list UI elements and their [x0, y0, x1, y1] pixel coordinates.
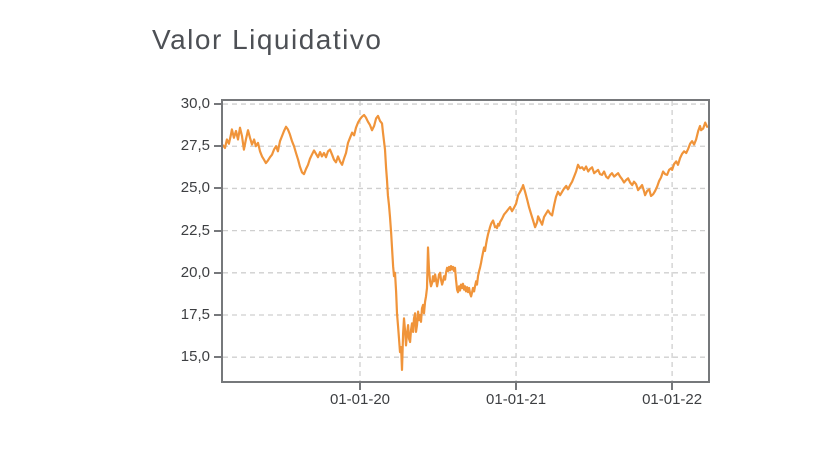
y-axis-label: 17,5 [180, 306, 210, 323]
y-axis-tick [214, 229, 221, 232]
y-axis-tick [214, 145, 221, 148]
y-axis-label: 20,0 [180, 263, 210, 281]
page-title: Valor Liquidativo [152, 24, 383, 55]
y-axis-label: 22,5 [180, 221, 210, 239]
y-axis-label: 15,0 [180, 348, 210, 366]
x-axis-tick [515, 383, 518, 390]
y-axis-label: 30,0 [180, 95, 210, 113]
x-axis-tick [671, 383, 674, 390]
x-axis-label: 01-01-22 [642, 391, 703, 408]
x-axis-label: 01-01-20 [329, 391, 391, 408]
y-axis-tick [214, 271, 221, 274]
nav-line-series [223, 101, 708, 381]
plot-area [221, 99, 710, 383]
y-axis-tick [214, 187, 221, 190]
y-axis-tick [214, 356, 221, 359]
y-axis-tick [214, 314, 221, 316]
series-line [223, 113, 708, 371]
x-axis-label: 01-01-21 [486, 391, 547, 408]
y-axis-label: 27,5 [180, 137, 210, 155]
y-axis-tick [214, 103, 221, 106]
y-axis-label: 25,0 [180, 179, 210, 197]
x-axis-tick [359, 383, 361, 390]
